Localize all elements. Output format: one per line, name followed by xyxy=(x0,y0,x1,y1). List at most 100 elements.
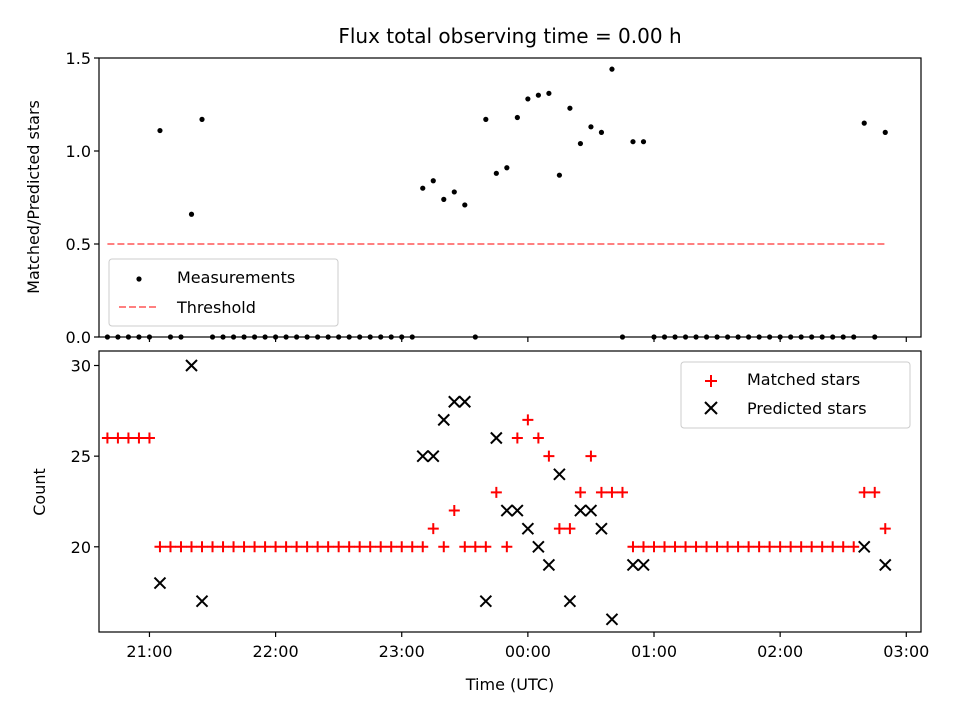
x-axis-label: Time (UTC) xyxy=(465,675,554,694)
matched-star-point xyxy=(122,432,134,444)
bottom-y-axis-label: Count xyxy=(30,468,49,516)
top-axis-ticks: 0.0 0.5 1.0 1.5 xyxy=(66,49,907,347)
measurement-point xyxy=(567,105,573,111)
x-tick-label: 02:00 xyxy=(757,642,803,661)
x-tick-label: 21:00 xyxy=(126,642,172,661)
measurement-point xyxy=(525,96,531,102)
predicted-star-point xyxy=(542,558,556,572)
matched-star-point xyxy=(722,541,734,553)
matched-star-point xyxy=(574,486,586,498)
top-axes-frame xyxy=(98,57,922,338)
matched-star-point xyxy=(869,486,881,498)
measurement-point xyxy=(199,116,205,122)
matched-star-point xyxy=(112,432,124,444)
predicted-star-point xyxy=(605,613,619,626)
matched-star-point xyxy=(690,541,702,553)
measurement-point xyxy=(556,172,563,178)
matched-star-point xyxy=(648,541,660,553)
matched-star-point xyxy=(396,541,408,553)
top-y-tick-label: 0.5 xyxy=(66,235,91,254)
predicted-star-point xyxy=(490,431,503,445)
matched-star-point xyxy=(238,541,250,553)
bottom-axes-frame xyxy=(98,350,922,633)
measurement-point xyxy=(504,165,510,171)
predicted-star-point xyxy=(195,594,209,608)
x-tick-label: 00:00 xyxy=(505,642,551,661)
measurement-point xyxy=(577,140,584,147)
matched-star-point xyxy=(606,486,618,498)
matched-star-point xyxy=(848,541,860,553)
measurement-point xyxy=(451,189,457,195)
predicted-star-point xyxy=(416,449,429,463)
predicted-star-point xyxy=(153,576,167,590)
matched-star-point xyxy=(438,541,450,553)
measurement-point xyxy=(430,178,436,184)
matched-star-point xyxy=(837,541,849,553)
measurement-point xyxy=(441,196,447,202)
matched-star-point xyxy=(680,541,692,553)
bottom-legend-box xyxy=(680,361,911,429)
predicted-star-point xyxy=(185,359,198,372)
matched-star-point xyxy=(711,541,723,553)
predicted-star-point xyxy=(532,540,545,554)
legend-label-matched-stars: Matched stars xyxy=(747,370,860,389)
predicted-star-point xyxy=(595,522,608,535)
predicted-star-point xyxy=(500,504,514,517)
matched-star-point xyxy=(543,450,555,462)
matched-star-point xyxy=(207,541,219,553)
x-tick-label: 22:00 xyxy=(253,642,299,661)
measurement-point xyxy=(588,124,594,130)
matched-star-point xyxy=(858,486,870,498)
matched-star-point xyxy=(522,414,534,426)
bottom-y-tick-label: 25 xyxy=(71,447,91,466)
matched-star-point xyxy=(164,541,176,553)
measurement-point xyxy=(882,129,888,135)
measurement-point xyxy=(462,202,468,208)
legend-marker-measurements xyxy=(136,276,142,282)
top-panel: Flux total observing time = 0.00 h Match… xyxy=(24,24,922,347)
matched-star-point xyxy=(343,541,355,553)
x-tick-label: 01:00 xyxy=(631,642,677,661)
measurement-point xyxy=(188,211,195,217)
matched-star-point xyxy=(270,541,282,553)
predicted-star-point xyxy=(458,395,472,408)
predicted-star-point xyxy=(437,413,450,427)
measurement-point xyxy=(483,116,489,122)
predicted-star-point xyxy=(521,522,535,535)
matched-star-point xyxy=(806,541,818,553)
measurement-point xyxy=(157,127,163,134)
matched-star-point xyxy=(659,541,671,553)
bottom-plot-marks xyxy=(101,359,892,626)
top-legend-box xyxy=(108,258,339,327)
matched-star-point xyxy=(249,541,261,553)
matched-star-point xyxy=(469,541,481,553)
matched-star-point xyxy=(785,541,797,553)
matched-star-point xyxy=(743,541,755,553)
matched-star-point xyxy=(532,432,544,444)
matched-star-point xyxy=(459,541,471,553)
matched-star-point xyxy=(259,541,271,553)
legend-marker-predicted-stars xyxy=(704,401,718,415)
measurement-point xyxy=(630,139,636,145)
top-chart-title: Flux total observing time = 0.00 h xyxy=(338,24,681,48)
measurement-point xyxy=(535,92,541,98)
top-y-axis-label: Matched/Predicted stars xyxy=(24,100,43,294)
matched-star-point xyxy=(595,486,607,498)
matched-star-point xyxy=(616,486,628,498)
matched-star-point xyxy=(154,541,166,553)
bottom-y-tick-label: 20 xyxy=(71,538,91,557)
matched-star-point xyxy=(774,541,786,553)
top-y-tick-label: 1.5 xyxy=(66,49,91,68)
matched-star-point xyxy=(385,541,397,553)
matched-star-point xyxy=(312,541,324,553)
legend-label-predicted-stars: Predicted stars xyxy=(747,399,867,418)
measurement-point xyxy=(420,185,426,191)
measurement-point xyxy=(598,129,605,135)
matched-star-point xyxy=(333,541,345,553)
matched-star-point xyxy=(143,432,155,444)
matched-star-point xyxy=(354,541,366,553)
predicted-star-point xyxy=(427,449,440,463)
matched-star-point xyxy=(196,541,208,553)
matched-star-point xyxy=(764,541,776,553)
matched-star-point xyxy=(133,432,145,444)
